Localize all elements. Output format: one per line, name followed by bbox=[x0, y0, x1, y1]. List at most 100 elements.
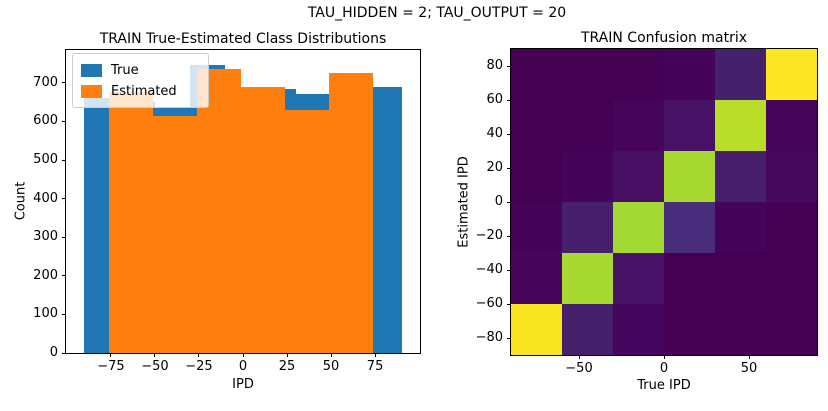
y-tick-mark bbox=[507, 65, 511, 67]
x-tick-label: 50 bbox=[322, 359, 340, 374]
y-tick-mark bbox=[62, 82, 66, 84]
heatmap-cell bbox=[715, 304, 766, 355]
heatmap-cell bbox=[613, 253, 664, 304]
heatmap-cell bbox=[562, 49, 613, 100]
heatmap-cell bbox=[664, 100, 715, 151]
confusion-matrix-xaxis-label: True IPD bbox=[637, 378, 691, 393]
y-tick-label: 200 bbox=[33, 267, 58, 283]
y-tick-mark bbox=[507, 201, 511, 203]
heatmap-cell bbox=[766, 100, 817, 151]
heatmap-cell bbox=[664, 202, 715, 253]
y-tick-mark bbox=[62, 236, 66, 238]
x-tick-label: 50 bbox=[740, 361, 758, 376]
heatmap-cell bbox=[715, 202, 766, 253]
x-tick-mark bbox=[242, 353, 244, 357]
heatmap-cell bbox=[664, 49, 715, 100]
heatmap-cell bbox=[613, 49, 664, 100]
x-tick-label: −75 bbox=[97, 359, 125, 374]
y-tick-label: −40 bbox=[475, 262, 503, 277]
y-tick-mark bbox=[62, 159, 66, 161]
y-tick-label: 20 bbox=[486, 160, 503, 175]
histogram-bar-estimated bbox=[153, 115, 198, 353]
confusion-matrix-title: TRAIN Confusion matrix bbox=[580, 30, 748, 46]
histogram-bar-estimated bbox=[197, 69, 242, 353]
confusion-matrix-yaxis-label: Estimated IPD bbox=[456, 156, 472, 248]
heatmap-cell bbox=[664, 151, 715, 202]
heatmap-cell bbox=[613, 202, 664, 253]
heatmap-cell bbox=[664, 304, 715, 355]
histogram-bar-estimated bbox=[241, 86, 286, 353]
heatmap-cell bbox=[511, 202, 562, 253]
y-tick-label: 300 bbox=[33, 229, 58, 245]
histogram-bar-estimated bbox=[109, 92, 154, 353]
y-tick-mark bbox=[507, 235, 511, 237]
y-tick-label: 60 bbox=[486, 92, 503, 107]
histogram-bar-estimated bbox=[329, 73, 374, 353]
y-tick-mark bbox=[507, 269, 511, 271]
x-tick-label: 25 bbox=[278, 359, 296, 374]
heatmap-cell bbox=[511, 151, 562, 202]
heatmap-cell bbox=[511, 304, 562, 355]
heatmap-cell bbox=[766, 304, 817, 355]
heatmap-cell bbox=[562, 202, 613, 253]
heatmap-cell bbox=[766, 253, 817, 304]
y-tick-label: 500 bbox=[33, 152, 58, 167]
legend-label-estimated: Estimated bbox=[111, 84, 177, 99]
x-tick-mark bbox=[578, 355, 580, 359]
x-tick-mark bbox=[374, 353, 376, 357]
x-tick-label: 0 bbox=[659, 361, 669, 376]
x-tick-mark bbox=[330, 353, 332, 357]
x-tick-mark bbox=[663, 355, 665, 359]
legend-label-true: True bbox=[111, 63, 139, 78]
y-tick-mark bbox=[62, 198, 66, 200]
x-tick-mark bbox=[748, 355, 750, 359]
histogram-xaxis-label: IPD bbox=[232, 377, 254, 392]
y-tick-label: 400 bbox=[33, 190, 58, 206]
y-tick-label: −20 bbox=[475, 228, 503, 243]
y-tick-mark bbox=[62, 120, 66, 122]
heatmap-cell bbox=[562, 304, 613, 355]
y-tick-mark bbox=[507, 303, 511, 305]
x-tick-label: −25 bbox=[185, 359, 213, 374]
x-tick-mark bbox=[198, 353, 200, 357]
y-tick-label: 100 bbox=[33, 306, 58, 322]
true-series-swatch bbox=[81, 64, 102, 77]
heatmap-cell bbox=[766, 49, 817, 100]
legend-entry-estimated: Estimated bbox=[81, 81, 200, 102]
x-tick-mark bbox=[154, 353, 156, 357]
confusion-matrix-plot-area: −50 0 50 80 60 40 20 0 −20 −40 −60 −80 bbox=[476, 48, 818, 376]
histogram-plot-area: True Estimated −75 −50 −25 0 25 50 75 0 100 200 30… bbox=[33, 49, 421, 374]
heatmap-cell bbox=[511, 253, 562, 304]
heatmap-cell bbox=[715, 100, 766, 151]
y-tick-mark bbox=[507, 133, 511, 135]
heatmap-cell bbox=[766, 202, 817, 253]
figure-suptitle: TAU_HIDDEN = 2; TAU_OUTPUT = 20 bbox=[307, 5, 567, 21]
heatmap-cell bbox=[715, 253, 766, 304]
heatmap-cell bbox=[613, 100, 664, 151]
heatmap-cell bbox=[613, 151, 664, 202]
x-tick-mark bbox=[110, 353, 112, 357]
heatmap-cell bbox=[511, 100, 562, 151]
y-tick-mark bbox=[507, 167, 511, 169]
y-tick-mark bbox=[507, 337, 511, 339]
y-tick-label: 0 bbox=[49, 345, 58, 360]
heatmap-cell bbox=[715, 49, 766, 100]
heatmap-cell bbox=[715, 151, 766, 202]
heatmap-cell bbox=[562, 253, 613, 304]
x-tick-label: −50 bbox=[565, 361, 593, 376]
heatmap-cell bbox=[511, 49, 562, 100]
legend-entry-true: True bbox=[81, 60, 200, 81]
x-tick-label: 0 bbox=[238, 359, 248, 374]
y-tick-label: 600 bbox=[33, 113, 58, 129]
heatmap-cell bbox=[562, 100, 613, 151]
x-tick-mark bbox=[286, 353, 288, 357]
histogram-yaxis-label: Count bbox=[13, 181, 29, 221]
y-tick-label: 80 bbox=[486, 58, 503, 73]
histogram-title: TRAIN True-Estimated Class Distributions bbox=[99, 31, 387, 47]
x-tick-label: −50 bbox=[141, 359, 169, 374]
histogram-bar-estimated bbox=[285, 109, 330, 353]
legend: True Estimated bbox=[72, 53, 209, 108]
y-tick-label: −80 bbox=[475, 330, 503, 345]
y-tick-mark bbox=[62, 275, 66, 277]
